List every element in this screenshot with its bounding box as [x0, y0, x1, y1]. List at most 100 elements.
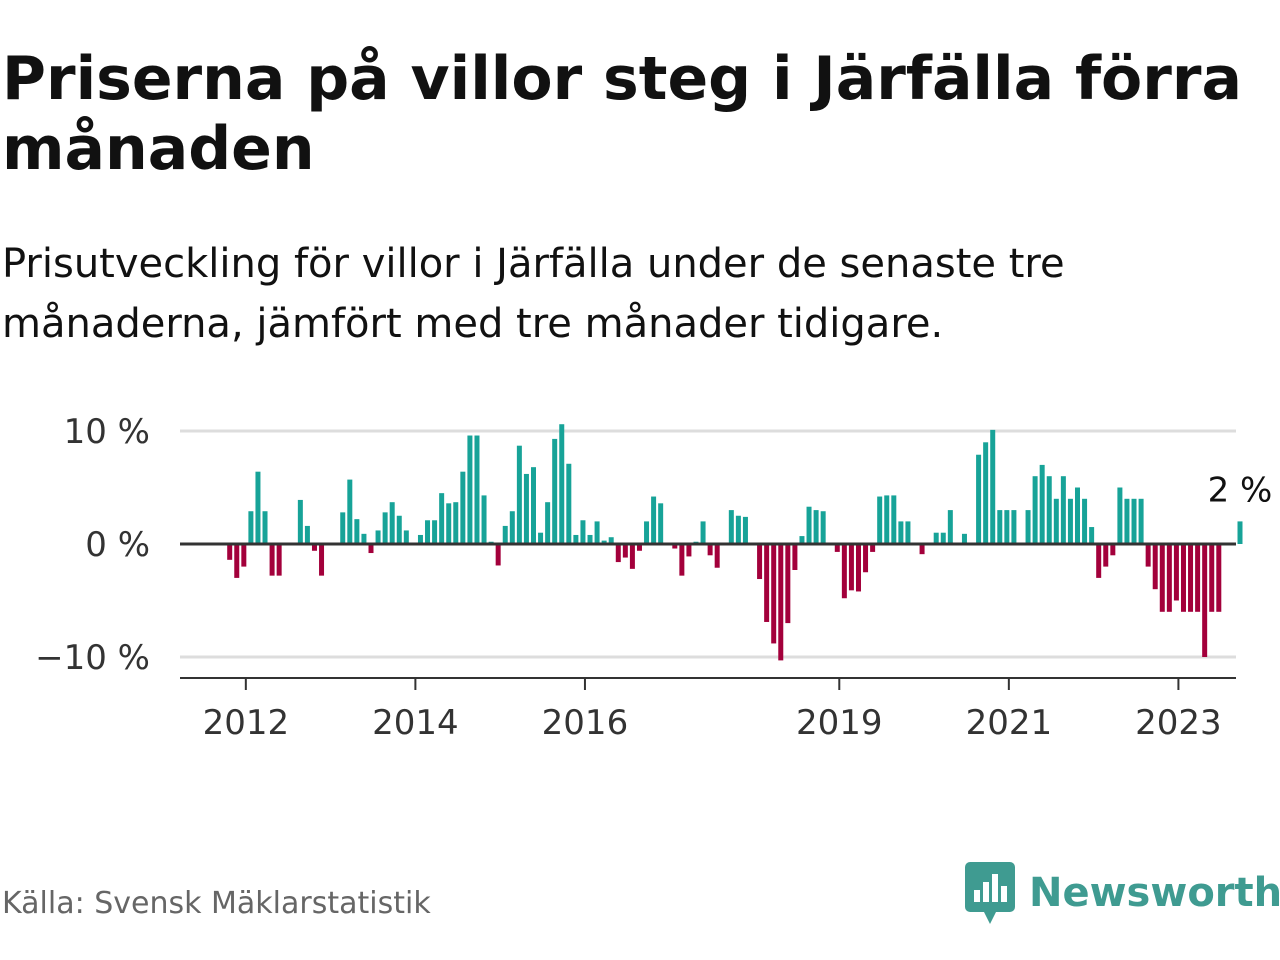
bar: [276, 544, 282, 576]
bar: [785, 544, 791, 624]
bar: [403, 530, 409, 544]
bar: [573, 534, 579, 544]
bar: [1188, 544, 1194, 612]
bar: [248, 511, 254, 544]
bar: [651, 496, 657, 544]
bar: [241, 544, 247, 567]
bar: [446, 503, 452, 544]
bar: [538, 532, 544, 544]
bar: [1039, 464, 1045, 544]
bar: [1046, 476, 1052, 544]
bar: [382, 512, 388, 544]
bar: [834, 544, 840, 552]
chart-title: Priserna på villor steg i Järfälla förra…: [2, 44, 1242, 184]
bar: [509, 511, 515, 544]
bar: [997, 510, 1003, 544]
y-tick-label: 10 %: [64, 412, 150, 452]
bar: [474, 435, 480, 544]
bar: [417, 534, 423, 544]
bar: [1152, 544, 1158, 590]
bar: [396, 515, 402, 544]
bar: [467, 435, 473, 544]
bar: [1131, 498, 1137, 544]
bar: [622, 544, 628, 558]
chart-subtitle: Prisutveckling för villor i Järfälla und…: [2, 241, 1065, 347]
bar: [1195, 544, 1201, 612]
axes: [180, 542, 1236, 690]
bar: [1067, 498, 1073, 544]
bar: [764, 544, 770, 622]
bar: [1117, 487, 1123, 544]
bar: [594, 521, 600, 544]
bar: [1011, 510, 1017, 544]
bar: [262, 511, 268, 544]
bar: [1145, 544, 1151, 567]
bar: [1089, 527, 1095, 544]
bar: [707, 544, 713, 556]
bar: [495, 544, 501, 566]
bar: [587, 534, 593, 544]
bar: [531, 467, 536, 544]
bar: [615, 544, 621, 563]
bar: [947, 510, 953, 544]
bar: [863, 544, 869, 573]
bar: [976, 454, 982, 544]
x-tick-label: 2014: [372, 703, 459, 743]
bars: [227, 424, 1243, 661]
bar: [792, 544, 798, 570]
bar: [389, 502, 395, 544]
bar: [311, 544, 317, 551]
y-tick-label: −10 %: [35, 638, 150, 678]
bar: [1138, 498, 1144, 544]
y-tick-label: 0 %: [85, 525, 150, 565]
bar: [1124, 498, 1130, 544]
bar: [453, 502, 459, 544]
bar: [728, 510, 734, 544]
bar: [347, 479, 353, 544]
bar: [658, 503, 664, 544]
bar: [566, 463, 572, 544]
bar: [1166, 544, 1172, 612]
bar: [1075, 487, 1080, 544]
bar: [848, 544, 854, 591]
bar: [884, 495, 890, 544]
bar: [1237, 521, 1243, 544]
bar: [502, 525, 508, 544]
bar: [1216, 544, 1222, 612]
bar: [813, 510, 819, 544]
x-tick-label: 2021: [966, 703, 1053, 743]
newsworthy-logo-icon: [965, 862, 1015, 924]
bar: [1004, 510, 1010, 544]
bar: [898, 521, 904, 544]
bar: [304, 525, 310, 544]
bar: [940, 532, 946, 544]
bar: [714, 544, 720, 568]
bar: [255, 471, 261, 544]
bar: [1180, 544, 1186, 612]
bar: [1202, 544, 1208, 657]
bar: [460, 471, 466, 544]
gridlines: [180, 429, 1236, 659]
bar: [319, 544, 325, 576]
x-tick-label: 2012: [203, 703, 290, 743]
bar: [234, 544, 240, 578]
bar: [629, 544, 635, 569]
bar: [806, 506, 812, 544]
bar: [700, 521, 706, 544]
bar-chart: 10 % 0 % −10 % 2012 2014 2016 2019 2021 2023 2 %: [35, 412, 1272, 743]
bar: [735, 515, 741, 544]
bar: [757, 544, 763, 580]
bar: [552, 438, 558, 544]
bar: [870, 544, 876, 552]
bar: [1082, 498, 1088, 544]
bar: [340, 512, 346, 544]
bar: [516, 445, 522, 544]
bar: [905, 521, 911, 544]
bar: [297, 499, 303, 544]
brand-logo: Newsworthy: [965, 862, 1280, 924]
bar: [679, 544, 685, 576]
bar: [523, 473, 529, 544]
bar: [439, 493, 445, 544]
bar: [877, 496, 883, 544]
bar: [841, 544, 847, 599]
